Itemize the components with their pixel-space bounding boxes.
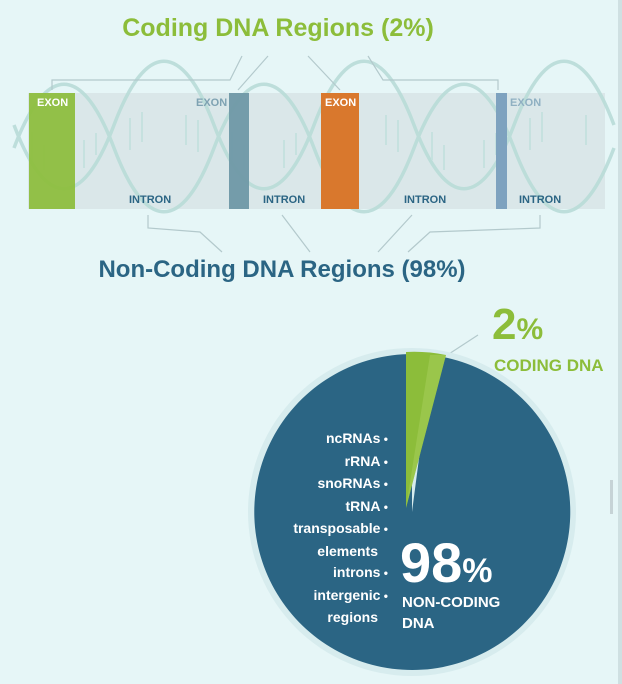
intron-label-4: INTRON	[519, 194, 562, 206]
list-item-intergenic: intergenic	[293, 585, 388, 608]
coding-dna-label: CODING DNA	[494, 356, 604, 375]
dna-double-helix	[12, 59, 616, 214]
intron-label-3: INTRON	[404, 194, 447, 206]
noncoding-percent-value: 98	[400, 531, 463, 594]
noncoding-regions-title: Non-Coding DNA Regions (98%)	[98, 256, 466, 283]
list-item-ncrnas: ncRNAs	[293, 428, 388, 451]
exon-label-2: EXON	[196, 97, 228, 109]
right-edge-divider	[618, 0, 622, 684]
edge-mark	[610, 480, 613, 514]
exon-label-3: EXON	[325, 97, 357, 109]
noncoding-dna-label: NON-CODING DNA	[402, 592, 500, 634]
exon-block-4	[496, 93, 507, 209]
noncoding-types-list: ncRNAs rRNA snoRNAs tRNA transposable el…	[293, 428, 388, 629]
exon-block-1	[29, 93, 75, 209]
exon-block-2	[229, 93, 249, 209]
coding-percent-value: 2	[492, 300, 517, 349]
list-item-elements: elements	[317, 542, 378, 559]
list-item-snornas: snoRNAs	[293, 473, 388, 496]
coding-slice-highlight	[406, 355, 446, 508]
coding-percent-sign: %	[516, 313, 544, 346]
intron-label-2: INTRON	[263, 194, 306, 206]
coding-percent: 2%	[492, 300, 543, 350]
coding-regions-title: Coding DNA Regions (2%)	[122, 14, 434, 42]
list-item-introns: introns	[293, 562, 388, 585]
noncoding-percent: 98%	[400, 530, 493, 595]
exon-block-3	[321, 93, 359, 209]
list-item-transposable: transposable	[293, 518, 388, 541]
noncoding-percent-sign: %	[462, 552, 493, 590]
noncoding-label-line-1: NON-CODING	[402, 594, 501, 611]
list-item-rrna: rRNA	[293, 451, 388, 474]
list-item-trna: tRNA	[293, 496, 388, 519]
list-item-regions: regions	[327, 609, 378, 625]
exon-label-4: EXON	[510, 97, 542, 109]
noncoding-label-line-2: DNA	[402, 615, 435, 632]
exon-label-1: EXON	[37, 97, 69, 109]
intron-label-1: INTRON	[129, 194, 172, 206]
